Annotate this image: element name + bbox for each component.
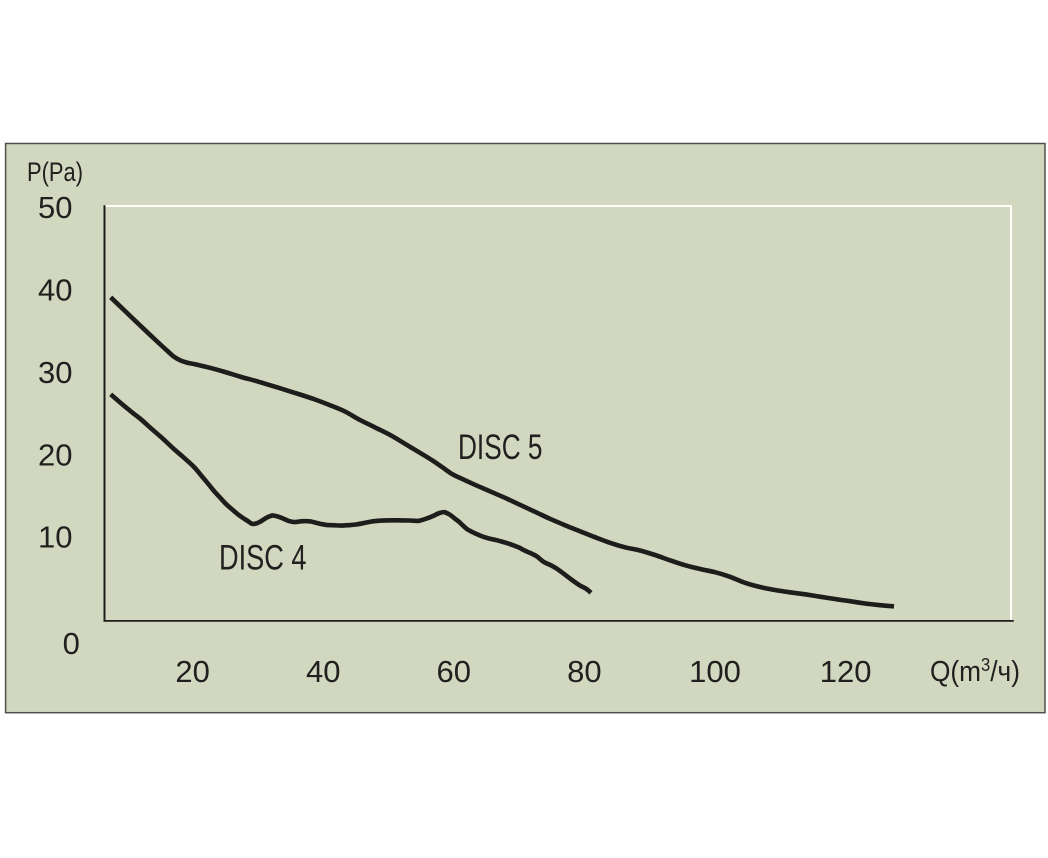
svg-text:40: 40 — [38, 272, 72, 307]
svg-text:100: 100 — [689, 654, 741, 689]
svg-text:30: 30 — [38, 355, 72, 390]
svg-text:0: 0 — [63, 626, 80, 661]
svg-text:20: 20 — [38, 438, 72, 473]
svg-text:10: 10 — [38, 520, 72, 555]
svg-text:60: 60 — [437, 654, 471, 689]
svg-text:P(Pa): P(Pa) — [27, 157, 83, 187]
svg-text:20: 20 — [175, 654, 209, 689]
svg-text:40: 40 — [306, 654, 340, 689]
svg-text:Q(m3/ч): Q(m3/ч) — [930, 655, 1020, 688]
svg-text:DISC 4: DISC 4 — [219, 537, 307, 577]
svg-text:50: 50 — [38, 190, 72, 225]
svg-text:120: 120 — [820, 654, 872, 689]
svg-text:DISC 5: DISC 5 — [458, 427, 543, 467]
svg-text:80: 80 — [567, 654, 601, 689]
